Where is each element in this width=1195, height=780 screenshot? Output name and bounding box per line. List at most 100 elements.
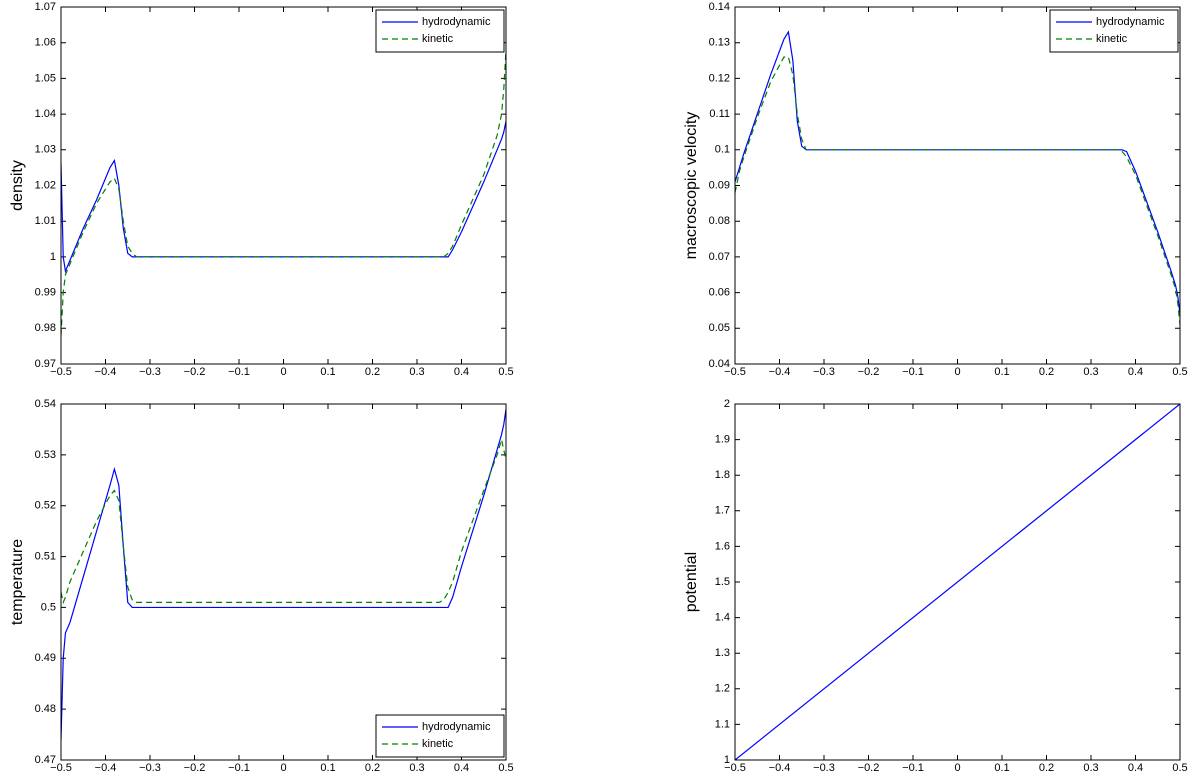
y-tick-label: 0.12 bbox=[709, 72, 730, 84]
x-tick-label: −0.4 bbox=[95, 366, 117, 378]
data-line bbox=[61, 439, 506, 605]
y-tick-label: 1.1 bbox=[715, 718, 730, 730]
y-tick-label: 1 bbox=[50, 251, 56, 263]
y-tick-label: 1.3 bbox=[715, 647, 730, 659]
x-tick-label: 0.3 bbox=[1083, 762, 1098, 774]
x-tick-label: −0.1 bbox=[228, 762, 250, 774]
axes-background bbox=[735, 7, 1180, 364]
x-tick-label: −0.2 bbox=[858, 762, 880, 774]
x-tick-label: −0.3 bbox=[813, 366, 835, 378]
y-tick-label: 0.99 bbox=[35, 287, 56, 299]
axes-frame bbox=[60, 403, 507, 761]
y-tick-label: 0.08 bbox=[709, 215, 730, 227]
y-tick-label: 0.53 bbox=[35, 449, 56, 461]
data-line bbox=[61, 121, 506, 274]
x-tick-label: −0.5 bbox=[724, 366, 746, 378]
x-tick-label: 0.4 bbox=[1128, 762, 1143, 774]
legend-label: hydrodynamic bbox=[422, 16, 491, 28]
x-tick-label: 0 bbox=[280, 762, 286, 774]
y-tick-label: 2 bbox=[724, 398, 730, 410]
y-tick-label: 0.48 bbox=[35, 703, 56, 715]
axes-frame bbox=[734, 6, 1181, 365]
axes-background bbox=[61, 404, 506, 760]
x-tick-label: 0.5 bbox=[1172, 366, 1187, 378]
y-tick-label: 1.4 bbox=[715, 612, 730, 624]
x-tick-label: −0.4 bbox=[769, 762, 791, 774]
x-tick-label: 0.2 bbox=[365, 366, 380, 378]
x-tick-label: 0.5 bbox=[1172, 762, 1187, 774]
y-tick-label: 0.1 bbox=[715, 144, 730, 156]
x-tick-label: 0.3 bbox=[1083, 366, 1098, 378]
y-tick-label: 0.06 bbox=[709, 287, 730, 299]
axes-frame bbox=[734, 403, 1181, 761]
legend-box bbox=[375, 9, 505, 53]
x-tick-label: 0.2 bbox=[365, 762, 380, 774]
x-tick-label: −0.1 bbox=[902, 762, 924, 774]
y-axis-label: potential bbox=[683, 552, 700, 613]
axes-background bbox=[61, 7, 506, 364]
y-tick-label: 0.13 bbox=[709, 37, 730, 49]
y-tick-label: 0.51 bbox=[35, 550, 56, 562]
x-tick-label: −0.4 bbox=[769, 366, 791, 378]
x-tick-label: 0.4 bbox=[454, 762, 469, 774]
x-tick-label: 0.5 bbox=[498, 762, 513, 774]
x-tick-label: 0.1 bbox=[994, 762, 1009, 774]
y-tick-label: 1.01 bbox=[35, 215, 56, 227]
y-tick-label: 1.05 bbox=[35, 72, 56, 84]
x-tick-label: −0.2 bbox=[184, 762, 206, 774]
y-tick-label: 0.05 bbox=[709, 322, 730, 334]
y-tick-label: 0.54 bbox=[35, 398, 56, 410]
y-tick-label: 1.04 bbox=[35, 108, 56, 120]
x-tick-label: −0.5 bbox=[50, 762, 72, 774]
legend-label: kinetic bbox=[1096, 33, 1128, 45]
axes-frame bbox=[60, 6, 507, 365]
y-tick-label: 1.6 bbox=[715, 540, 730, 552]
y-tick-label: 1.06 bbox=[35, 37, 56, 49]
y-tick-label: 0.52 bbox=[35, 500, 56, 512]
y-axis-label: density bbox=[9, 160, 26, 211]
legend-box bbox=[1049, 9, 1179, 53]
data-line bbox=[61, 49, 506, 336]
x-tick-label: −0.1 bbox=[902, 366, 924, 378]
x-tick-label: 0.2 bbox=[1039, 762, 1054, 774]
data-line bbox=[61, 408, 506, 740]
x-tick-label: 0.4 bbox=[454, 366, 469, 378]
legend-label: kinetic bbox=[422, 738, 454, 750]
y-tick-label: 0.5 bbox=[41, 601, 56, 613]
y-tick-label: 0.07 bbox=[709, 251, 730, 263]
x-tick-label: −0.3 bbox=[139, 366, 161, 378]
y-axis-label: macroscopic velocity bbox=[683, 112, 700, 260]
y-tick-label: 1.9 bbox=[715, 434, 730, 446]
x-tick-label: −0.3 bbox=[139, 762, 161, 774]
x-tick-label: 0 bbox=[954, 762, 960, 774]
x-tick-label: −0.5 bbox=[50, 366, 72, 378]
x-tick-label: 0.3 bbox=[409, 366, 424, 378]
x-tick-label: −0.2 bbox=[858, 366, 880, 378]
y-tick-label: 1.2 bbox=[715, 683, 730, 695]
y-tick-label: 0.47 bbox=[35, 754, 56, 766]
x-tick-label: −0.4 bbox=[95, 762, 117, 774]
subplot: −0.5 −0.4 −0.3 −0.2 −0.1 0 0.1 0.2 0.3 0.4 0.5 0.04… bbox=[683, 1, 1187, 378]
y-tick-label: 0.14 bbox=[709, 1, 730, 13]
legend-label: hydrodynamic bbox=[1096, 16, 1165, 28]
y-tick-label: 1.07 bbox=[35, 1, 56, 13]
x-tick-label: −0.1 bbox=[228, 366, 250, 378]
y-tick-label: 1 bbox=[724, 754, 730, 766]
subplot: −0.5 −0.4 −0.3 −0.2 −0.1 0 0.1 0.2 0.3 0.4 0.5 0.47… bbox=[9, 398, 513, 774]
y-tick-label: 1.8 bbox=[715, 469, 730, 481]
x-tick-label: 0 bbox=[280, 366, 286, 378]
x-tick-label: −0.3 bbox=[813, 762, 835, 774]
x-tick-label: 0.1 bbox=[994, 366, 1009, 378]
x-tick-label: 0.1 bbox=[320, 366, 335, 378]
legend: hydrodynamic kinetic bbox=[375, 714, 505, 758]
legend-label: hydrodynamic bbox=[422, 721, 491, 733]
y-tick-label: 1.5 bbox=[715, 576, 730, 588]
y-tick-label: 1.7 bbox=[715, 505, 730, 517]
subplot: −0.5 −0.4 −0.3 −0.2 −0.1 0 0.1 0.2 0.3 0.4 0.5 0.97… bbox=[9, 1, 513, 378]
y-axis-label: temperature bbox=[9, 539, 26, 625]
y-tick-label: 0.09 bbox=[709, 179, 730, 191]
y-tick-label: 0.49 bbox=[35, 652, 56, 664]
data-line bbox=[735, 404, 1180, 760]
